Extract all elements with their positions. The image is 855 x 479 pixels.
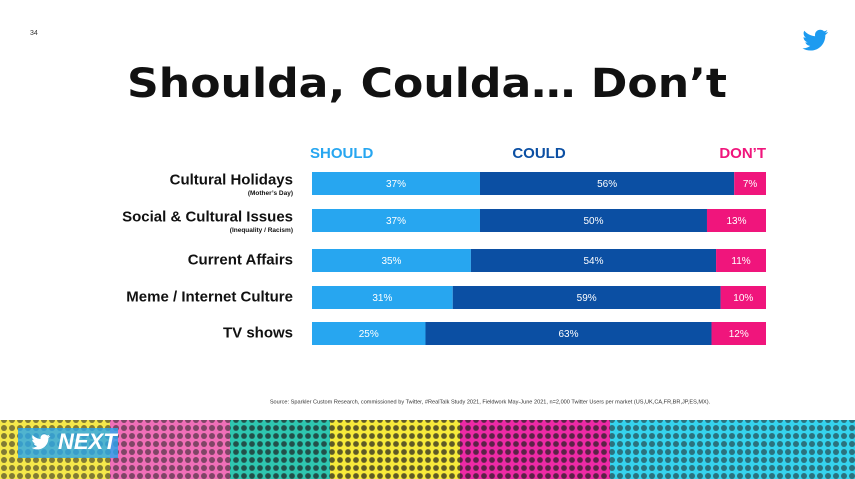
bar-segment: [312, 249, 471, 272]
value-label: 12%: [729, 329, 749, 340]
bar-segment: [425, 322, 712, 345]
value-label: 37%: [386, 216, 406, 227]
bar-segment: [716, 249, 766, 272]
value-label: 25%: [359, 329, 379, 340]
value-label: 35%: [381, 256, 401, 267]
value-label: 50%: [583, 216, 603, 227]
bar-segment: [479, 209, 707, 232]
legend-label: SHOULD: [310, 145, 374, 162]
bar-segment: [734, 172, 766, 195]
page-number: 34: [30, 30, 38, 37]
value-label: 59%: [577, 293, 597, 304]
value-label: 63%: [559, 329, 579, 340]
chart-title: Shoulda, Coulda… Don’t: [127, 61, 727, 107]
category-label: Social & Cultural Issues: [122, 208, 293, 225]
value-label: 56%: [597, 179, 617, 190]
value-label: 13%: [726, 216, 746, 227]
value-label: 54%: [583, 256, 603, 267]
bar-segment: [312, 322, 426, 345]
category-label: TV shows: [223, 324, 293, 341]
bar-segment: [479, 172, 735, 195]
chart: SHOULD COULD DON’T Cultural Holidays (Mother…: [122, 145, 766, 345]
value-label: 11%: [731, 256, 750, 267]
value-label: 37%: [386, 179, 406, 190]
twitter-logo: [802, 29, 828, 51]
bar-segment: [452, 286, 721, 309]
category-label: Current Affairs: [188, 251, 293, 268]
source-note: Source: Sparkler Custom Research, commis…: [270, 399, 711, 405]
value-label: 31%: [372, 293, 392, 304]
bar-segment: [312, 209, 480, 232]
legend-label: DON’T: [719, 145, 766, 162]
footer-logo-text: NEXT: [58, 429, 118, 454]
footer-band: NEXT: [0, 420, 855, 479]
category-label: Meme / Internet Culture: [126, 288, 293, 305]
bar-segment: [470, 249, 717, 272]
bar-segment: [706, 209, 766, 232]
legend-label: COULD: [512, 145, 565, 162]
bar-segment: [312, 286, 453, 309]
category-label: Cultural Holidays: [170, 171, 293, 188]
bar-segment: [312, 172, 480, 195]
category-sublabel: (Mother’s Day): [248, 190, 293, 197]
value-label: 10%: [733, 293, 753, 304]
bar-segment: [720, 286, 766, 309]
footer-bird: [31, 434, 51, 450]
bar-segment: [711, 322, 766, 345]
value-label: 7%: [743, 179, 758, 190]
category-sublabel: (Inequality / Racism): [230, 227, 293, 234]
